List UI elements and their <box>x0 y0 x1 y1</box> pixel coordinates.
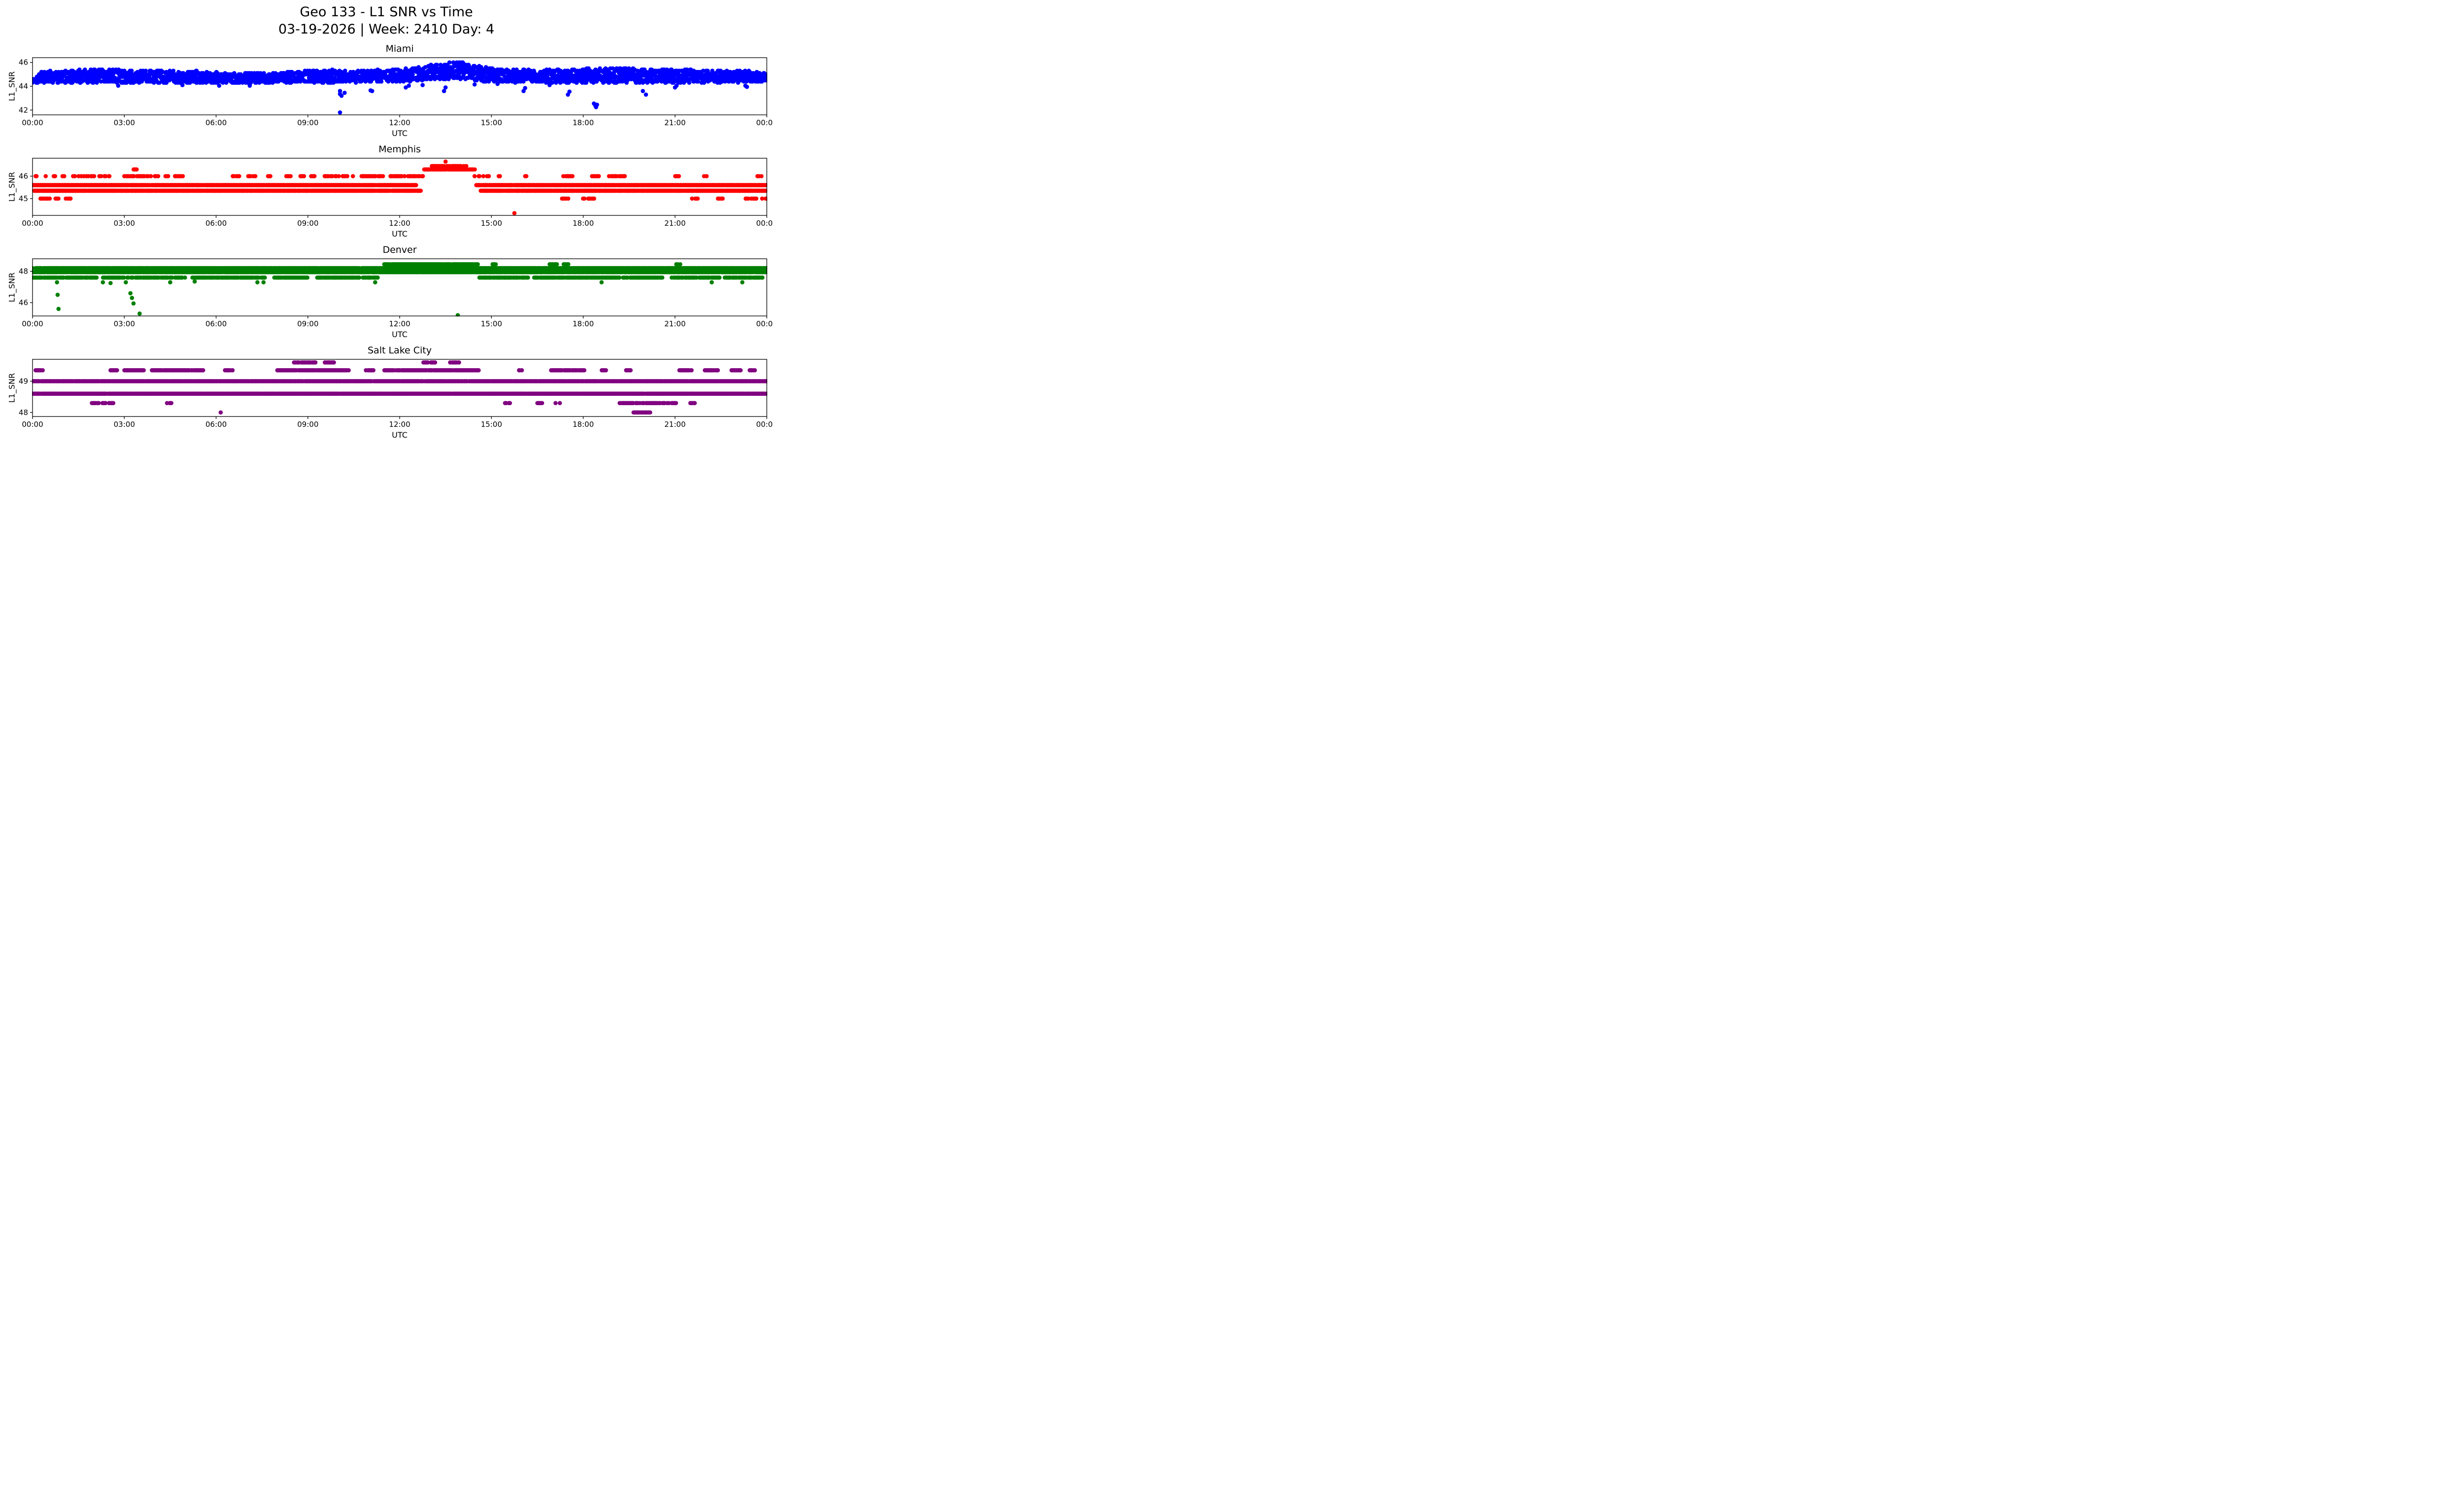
subplot-denver: Denver L1_SNR UTC <box>0 244 773 340</box>
memphis-plot-canvas <box>0 155 773 231</box>
miami-xlabel: UTC <box>392 129 408 139</box>
memphis-xlabel: UTC <box>392 229 408 239</box>
salt-lake-city-plot-canvas <box>0 356 773 432</box>
figure-title-line1: Geo 133 - L1 SNR vs Time <box>300 4 473 20</box>
denver-xlabel: UTC <box>392 330 408 340</box>
salt-lake-city-xlabel: UTC <box>392 430 408 440</box>
subplot-title-denver: Denver <box>382 244 417 256</box>
subplot-memphis: Memphis L1_SNR UTC <box>0 143 773 239</box>
subplot-title-memphis: Memphis <box>378 144 421 155</box>
figure-title-line2: 03-19-2026 | Week: 2410 Day: 4 <box>278 21 495 37</box>
miami-ylabel: L1_SNR <box>7 71 17 102</box>
denver-plot-canvas <box>0 256 773 331</box>
salt-lake-city-ylabel: L1_SNR <box>7 373 17 403</box>
memphis-ylabel: L1_SNR <box>7 172 17 202</box>
miami-plot-canvas <box>0 55 773 130</box>
subplot-salt-lake-city: Salt Lake City L1_SNR UTC <box>0 345 773 440</box>
subplot-title-salt-lake-city: Salt Lake City <box>368 345 432 356</box>
denver-ylabel: L1_SNR <box>7 272 17 303</box>
subplot-miami: Miami L1_SNR UTC <box>0 43 773 139</box>
figure-title: Geo 133 - L1 SNR vs Time 03-19-2026 | We… <box>0 0 773 38</box>
subplot-title-miami: Miami <box>385 43 414 55</box>
figure: Geo 133 - L1 SNR vs Time 03-19-2026 | We… <box>0 0 773 441</box>
